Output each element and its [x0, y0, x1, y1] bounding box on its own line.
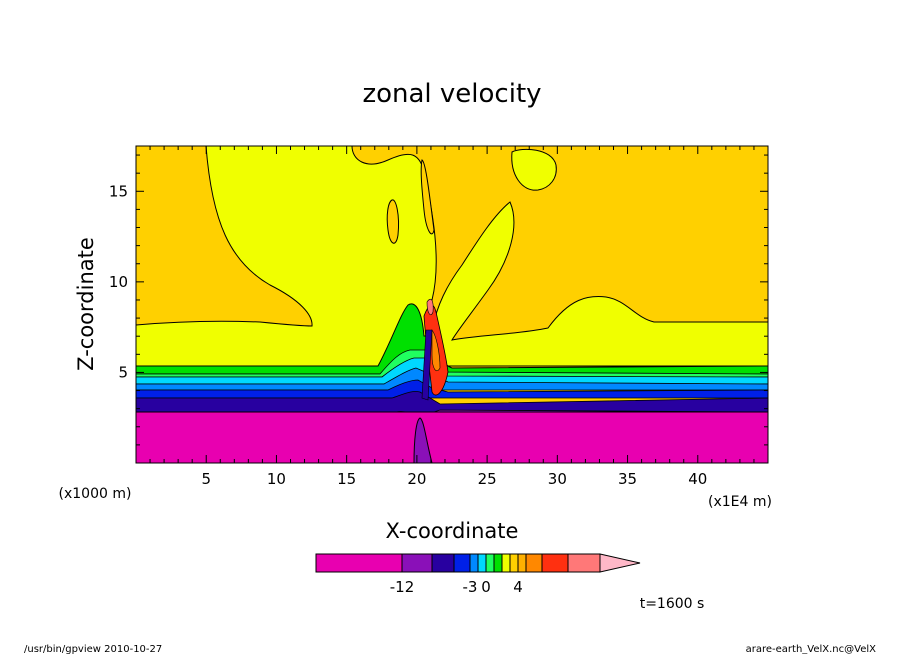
colorbar-segment — [469, 553, 479, 573]
x-unit-left: (x1000 m) — [59, 486, 132, 502]
time-label: t=1600 s — [640, 596, 705, 612]
colorbar-tick-label: 0 — [481, 578, 491, 596]
chart-title: zonal velocity — [362, 79, 541, 109]
y-tick-label: 5 — [118, 363, 128, 381]
colorbar-tick-label: 4 — [513, 578, 523, 596]
band-cyan — [136, 357, 768, 385]
x-tick-label: 40 — [688, 470, 707, 488]
colorbar-extension-arrow — [599, 553, 641, 573]
contour-field — [136, 146, 768, 463]
x-tick-label: 5 — [201, 470, 211, 488]
x-tick-label: 25 — [478, 470, 497, 488]
core-dark — [421, 329, 433, 401]
band-yellow-patch — [511, 148, 557, 191]
x-tick-label: 15 — [337, 470, 356, 488]
colorbar-tick-label: -12 — [390, 578, 415, 596]
x-tick-label: 35 — [618, 470, 637, 488]
colorbar-segment — [501, 553, 511, 573]
x-tick-label: 20 — [407, 470, 426, 488]
core-orange — [431, 329, 441, 372]
colorbar-ticks: -12 -3 0 4 — [390, 578, 523, 596]
colorbar-segment — [517, 553, 527, 573]
y-tick-label: 15 — [109, 182, 128, 200]
band-lightgreen — [136, 349, 768, 378]
colorbar-segment — [525, 553, 543, 573]
colorbar-tick-label: -3 — [463, 578, 478, 596]
colorbar-segment — [477, 553, 487, 573]
band-royal — [136, 379, 768, 399]
x-tick-label: 10 — [267, 470, 286, 488]
colorbar-segment — [541, 553, 569, 573]
band-orange-patch-a — [386, 199, 399, 244]
colorbar-segment — [401, 553, 433, 573]
y-axis-ticks: 5 10 15 — [109, 154, 768, 446]
y-axis-label: Z-coordinate — [74, 237, 98, 371]
colorbar-segment — [509, 553, 519, 573]
plot-frame — [135, 145, 769, 464]
band-orange-patch-b — [420, 159, 435, 235]
colorbar — [315, 553, 641, 573]
footer-left: /usr/bin/gpview 2010-10-27 — [24, 644, 162, 654]
core-pink — [426, 299, 434, 315]
band-blue — [136, 367, 768, 391]
colorbar-segment — [567, 553, 601, 573]
x-unit-right: (x1E4 m) — [708, 494, 772, 510]
colorbar-segment — [485, 553, 495, 573]
x-tick-label: 30 — [548, 470, 567, 488]
colorbar-segment — [431, 553, 455, 573]
footer-right: arare-earth_VelX.nc@VelX — [746, 644, 877, 654]
band-magenta — [136, 411, 768, 463]
band-yellow — [136, 146, 768, 367]
band-green — [136, 303, 768, 375]
x-axis-label: X-coordinate — [386, 519, 519, 543]
band-navy — [136, 391, 768, 413]
colorbar-segment — [493, 553, 503, 573]
colorbar-segment — [453, 553, 471, 573]
colorbar-segment — [315, 553, 403, 573]
x-axis-ticks: 5 10 15 20 25 30 35 40 — [149, 146, 755, 488]
y-tick-label: 10 — [109, 273, 128, 291]
